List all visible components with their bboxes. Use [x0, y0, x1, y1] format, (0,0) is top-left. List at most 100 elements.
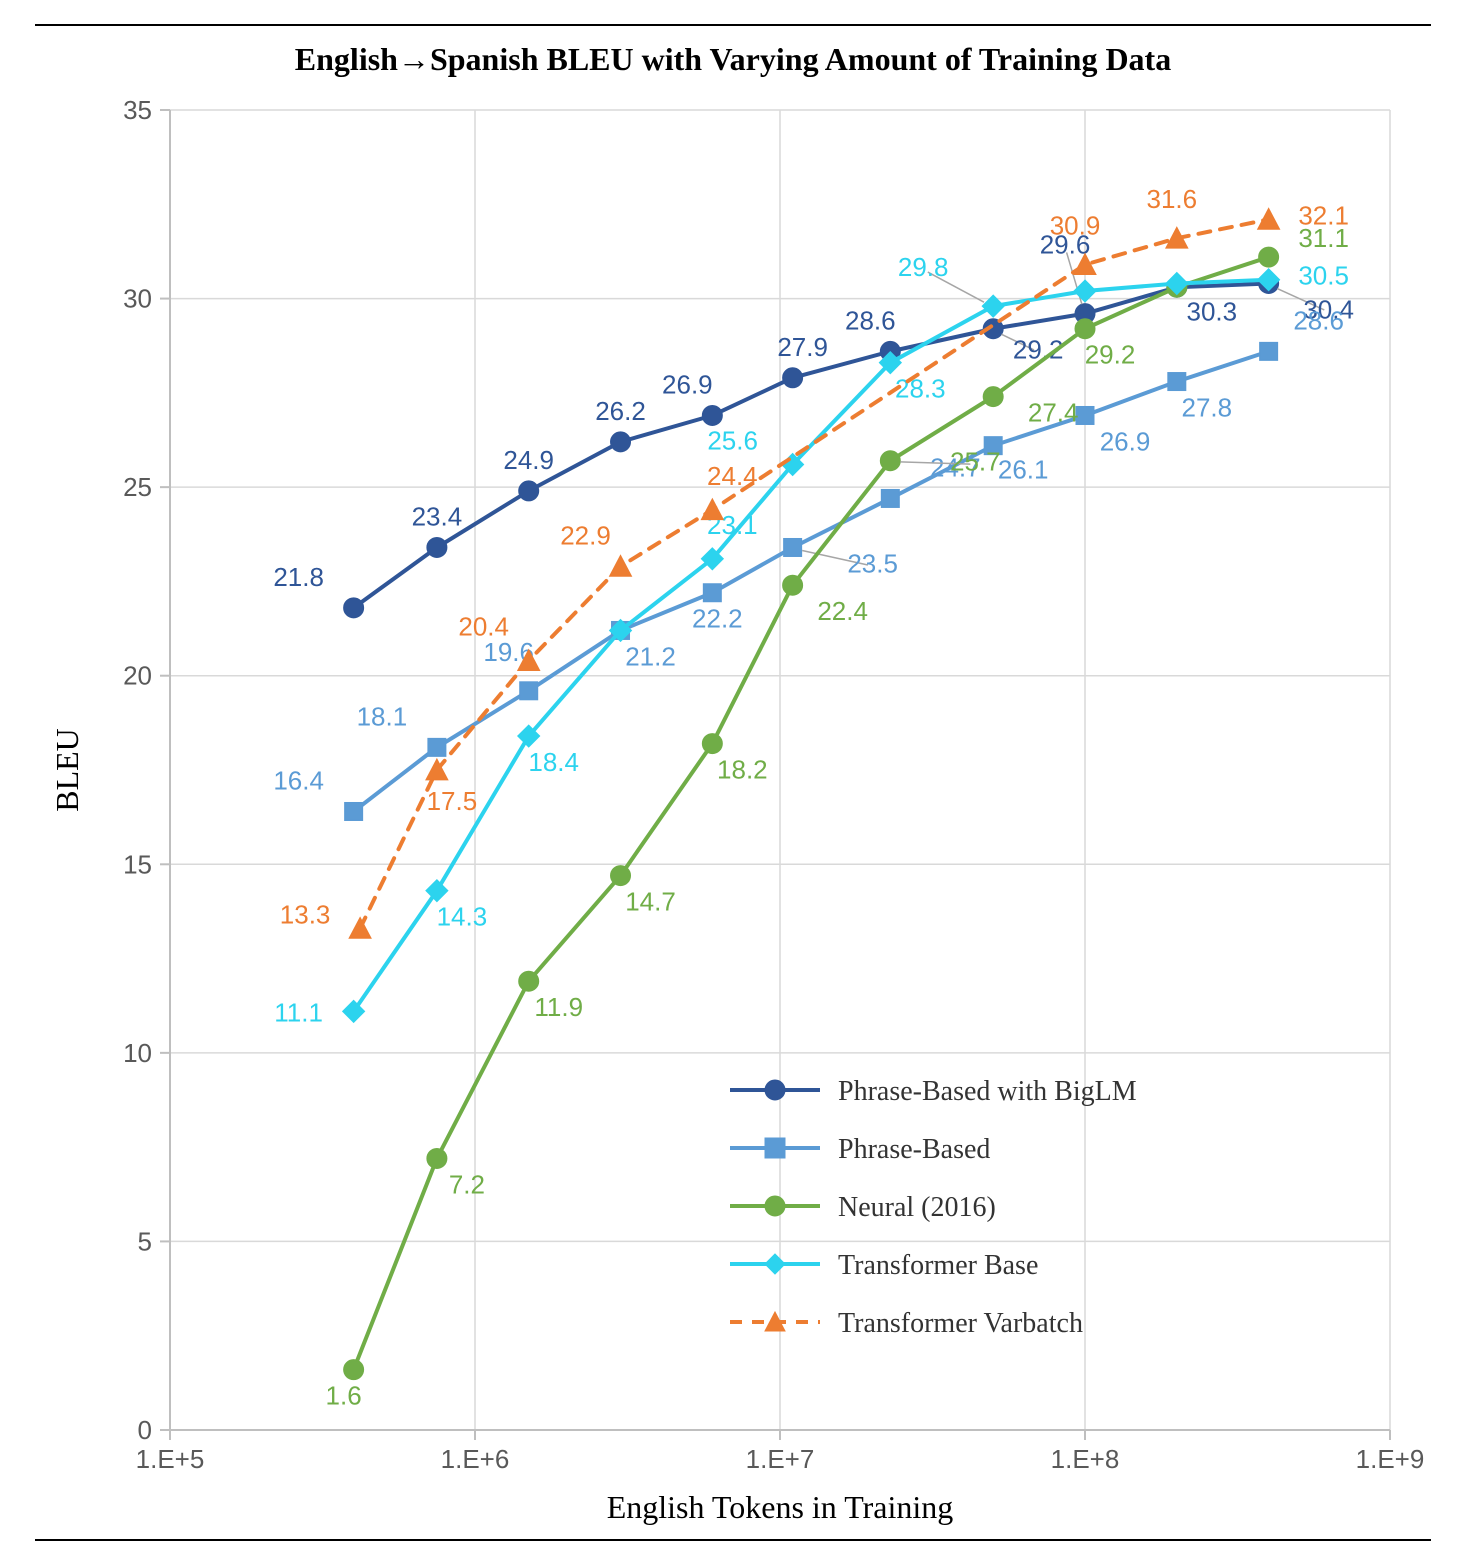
- data-marker: [765, 1138, 785, 1158]
- data-marker: [702, 734, 722, 754]
- series-line: [354, 257, 1269, 1370]
- data-marker: [1076, 406, 1094, 424]
- legend-item: Neural (2016): [730, 1192, 996, 1223]
- data-label: 13.3: [280, 899, 331, 929]
- data-marker: [428, 738, 446, 756]
- data-label: 14.3: [437, 902, 488, 932]
- data-label: 20.4: [458, 612, 509, 642]
- data-label: 30.5: [1298, 261, 1349, 291]
- legend-label: Neural (2016): [838, 1192, 996, 1223]
- data-marker: [765, 1254, 785, 1274]
- data-label: 31.6: [1147, 184, 1198, 214]
- data-label: 23.5: [847, 548, 898, 578]
- data-label: 11.1: [274, 997, 323, 1027]
- data-marker: [519, 481, 539, 501]
- data-label: 25.6: [707, 426, 758, 456]
- data-label: 14.7: [625, 887, 676, 917]
- chart-svg: English→Spanish BLEU with Varying Amount…: [0, 0, 1466, 1548]
- data-marker: [520, 682, 538, 700]
- legend-item: Transformer Varbatch: [730, 1308, 1083, 1339]
- data-marker: [1260, 342, 1278, 360]
- data-label: 28.6: [1293, 305, 1344, 335]
- y-tick-label: 20: [123, 661, 152, 691]
- data-marker: [427, 1148, 447, 1168]
- data-label: 22.2: [692, 604, 743, 634]
- data-label: 23.4: [412, 501, 463, 531]
- data-label: 22.4: [817, 596, 868, 626]
- data-marker: [1168, 373, 1186, 391]
- data-marker: [881, 489, 899, 507]
- data-label: 25.7: [950, 447, 1001, 477]
- data-marker: [427, 537, 447, 557]
- data-label: 7.2: [449, 1169, 485, 1199]
- data-marker: [1259, 247, 1279, 267]
- x-tick-label: 1.E+5: [136, 1444, 205, 1474]
- data-marker: [703, 584, 721, 602]
- y-tick-label: 30: [123, 284, 152, 314]
- data-label: 18.1: [357, 701, 408, 731]
- data-marker: [783, 575, 803, 595]
- y-tick-label: 0: [138, 1415, 152, 1445]
- data-marker: [783, 368, 803, 388]
- data-marker: [983, 387, 1003, 407]
- y-tick-label: 5: [138, 1226, 152, 1256]
- data-marker: [519, 971, 539, 991]
- data-marker: [702, 405, 722, 425]
- legend-item: Phrase-Based: [730, 1134, 990, 1165]
- data-label: 29.8: [898, 252, 949, 282]
- data-label: 18.4: [528, 747, 579, 777]
- data-marker: [349, 917, 371, 938]
- data-marker: [1258, 208, 1280, 229]
- data-marker: [765, 1080, 785, 1100]
- series-line: [354, 351, 1269, 811]
- data-label: 28.3: [895, 374, 946, 404]
- legend-item: Transformer Base: [730, 1250, 1038, 1281]
- data-label: 26.9: [662, 369, 713, 399]
- y-tick-label: 25: [123, 472, 152, 502]
- data-marker: [611, 432, 631, 452]
- legend: Phrase-Based with BigLM Phrase-Based Neura…: [730, 1076, 1137, 1339]
- data-marker: [344, 598, 364, 618]
- legend-item: Phrase-Based with BigLM: [730, 1076, 1137, 1107]
- chart-title: English→Spanish BLEU with Varying Amount…: [295, 41, 1171, 77]
- x-tick-label: 1.E+7: [746, 1444, 815, 1474]
- data-label: 26.2: [595, 396, 646, 426]
- data-label: 26.1: [998, 455, 1049, 485]
- data-label: 30.9: [1050, 211, 1101, 241]
- data-label: 30.3: [1187, 296, 1238, 326]
- data-label: 21.2: [625, 641, 676, 671]
- x-tick-label: 1.E+6: [441, 1444, 510, 1474]
- chart-container: English→Spanish BLEU with Varying Amount…: [0, 0, 1466, 1548]
- legend-label: Phrase-Based: [838, 1134, 990, 1165]
- x-tick-label: 1.E+8: [1051, 1444, 1120, 1474]
- y-axis-label: BLEU: [49, 728, 85, 812]
- y-tick-label: 15: [123, 849, 152, 879]
- data-label: 28.6: [845, 305, 896, 335]
- series-line: [360, 219, 1269, 928]
- data-marker: [610, 555, 632, 576]
- data-label: 26.9: [1100, 426, 1151, 456]
- data-label: 24.9: [503, 445, 554, 475]
- data-label: 32.1: [1298, 200, 1349, 230]
- legend-label: Transformer Base: [838, 1250, 1038, 1281]
- data-marker: [784, 538, 802, 556]
- y-tick-label: 10: [123, 1038, 152, 1068]
- data-label: 11.9: [534, 992, 583, 1022]
- data-label: 18.2: [717, 755, 768, 785]
- legend-label: Phrase-Based with BigLM: [838, 1076, 1137, 1107]
- data-marker: [1075, 319, 1095, 339]
- data-label: 16.4: [273, 765, 324, 795]
- data-label: 1.6: [326, 1381, 362, 1411]
- legend-label: Transformer Varbatch: [838, 1308, 1083, 1339]
- data-label: 27.4: [1028, 398, 1079, 428]
- data-label: 17.5: [427, 786, 478, 816]
- data-label: 27.8: [1182, 393, 1233, 423]
- data-marker: [880, 451, 900, 471]
- data-label: 22.9: [560, 520, 611, 550]
- data-marker: [344, 1360, 364, 1380]
- series-transBase: 11.114.318.423.125.628.329.830.5: [274, 252, 1349, 1027]
- data-marker: [765, 1196, 785, 1216]
- data-label: 27.9: [777, 332, 828, 362]
- x-axis-label: English Tokens in Training: [607, 1489, 954, 1525]
- data-label: 21.8: [273, 562, 324, 592]
